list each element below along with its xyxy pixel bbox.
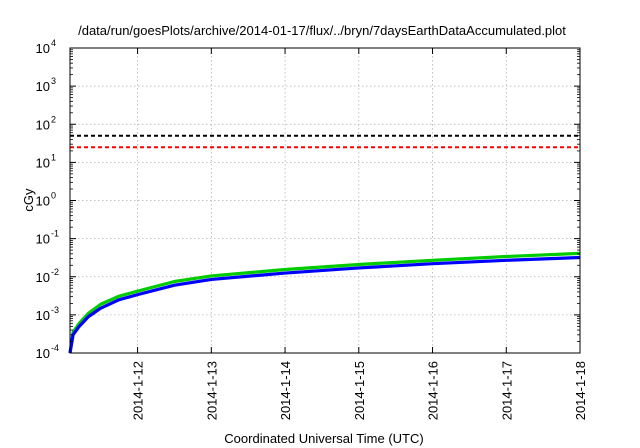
series-line-1 [68,255,581,354]
y-tick-label: 10 [36,270,50,285]
y-tick-label: 10 [36,194,50,209]
y-tick-label: 10 [36,41,50,56]
y-tick-exponent: 4 [51,38,56,48]
y-tick-exponent: 3 [51,76,56,86]
x-axis-ticks: 2014-1-12 2014-1-13 2014-1-14 2014-1-15 2014… [131,48,588,420]
x-tick-label: 2014-1-15 [352,361,367,420]
y-tick-exponent: -4 [51,343,59,353]
x-tick-label: 2014-1-18 [573,361,588,420]
x-tick-label: 2014-1-17 [499,361,514,420]
chart-title: /data/run/goesPlots/archive/2014-01-17/f… [78,23,566,38]
x-tick-label: 2014-1-13 [204,361,219,420]
x-axis-label: Coordinated Universal Time (UTC) [224,431,423,446]
y-tick-exponent: -2 [51,267,59,277]
x-tick-label: 2014-1-14 [278,361,293,420]
x-tick-label: 2014-1-12 [131,361,146,420]
series-line-0 [68,251,581,354]
y-tick-label: 10 [36,346,50,361]
plot-lines [68,134,581,354]
y-tick-exponent: -1 [51,229,59,239]
y-tick-label: 10 [36,155,50,170]
y-axis-label: cGy [21,188,36,212]
y-tick-exponent: 0 [51,191,56,201]
grid [70,48,580,353]
y-tick-exponent: 1 [51,152,56,162]
y-tick-label: 10 [36,117,50,132]
x-tick-label: 2014-1-16 [426,361,441,420]
y-tick-exponent: 2 [51,114,56,124]
y-tick-label: 10 [36,232,50,247]
y-tick-label: 10 [36,308,50,323]
y-tick-exponent: -3 [51,305,59,315]
y-tick-label: 10 [36,79,50,94]
